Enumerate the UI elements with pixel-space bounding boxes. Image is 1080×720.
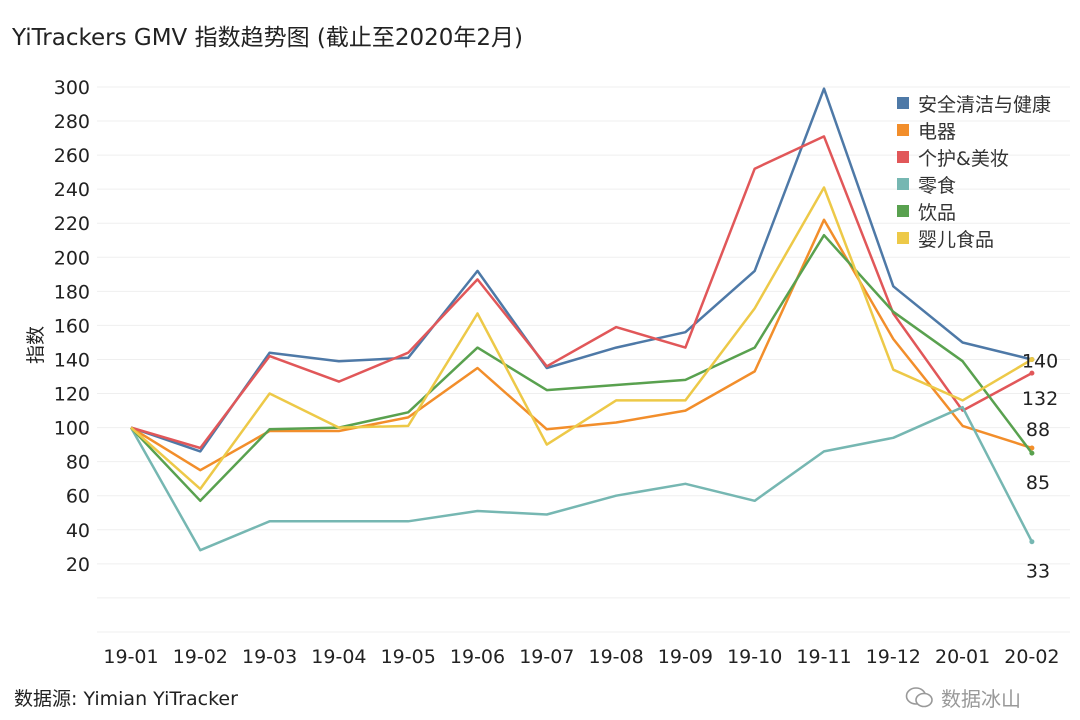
series-line (130, 218, 1033, 472)
x-tick-label: 19-05 (381, 646, 436, 668)
y-tick-label: 260 (54, 145, 90, 167)
legend-swatch (897, 232, 909, 244)
x-tick-label: 19-08 (588, 646, 643, 668)
series-line (130, 87, 1033, 453)
x-tick-label: 19-12 (866, 646, 921, 668)
legend-swatch (897, 178, 909, 190)
y-tick-label: 300 (54, 77, 90, 99)
wechat-icon (905, 686, 933, 707)
legend-label: 个护&美妆 (918, 148, 1009, 170)
x-tick-label: 19-11 (796, 646, 851, 668)
x-tick-label: 20-02 (1004, 646, 1059, 668)
x-tick-label: 19-06 (450, 646, 505, 668)
x-tick-label: 19-10 (727, 646, 782, 668)
end-value-label: 132 (1022, 388, 1058, 410)
end-value-label: 33 (1026, 561, 1050, 583)
legend-label: 饮品 (918, 202, 956, 224)
series-end-point (1029, 450, 1035, 456)
y-tick-label: 240 (54, 179, 90, 201)
y-tick-label: 40 (66, 520, 90, 542)
y-tick-label: 160 (54, 315, 90, 337)
legend-label: 零食 (918, 175, 956, 197)
x-tick-label: 20-01 (935, 646, 990, 668)
x-tick-label: 19-02 (173, 646, 228, 668)
end-value-label: 140 (1022, 350, 1058, 372)
legend-swatch (897, 205, 909, 217)
series-line (130, 233, 1033, 503)
y-tick-label: 100 (54, 418, 90, 440)
series-end-point (1029, 539, 1035, 545)
y-tick-label: 80 (66, 452, 90, 474)
end-value-label: 88 (1026, 419, 1050, 441)
series-line (130, 135, 1033, 450)
series-end-point (1029, 445, 1035, 451)
x-tick-label: 19-03 (242, 646, 297, 668)
y-tick-label: 220 (54, 213, 90, 235)
series-line (130, 186, 1033, 491)
data-source-note: 数据源: Yimian YiTracker (14, 688, 238, 710)
series-end-point (1029, 356, 1035, 362)
x-tick-label: 19-07 (519, 646, 574, 668)
legend-label: 电器 (918, 121, 956, 143)
x-tick-label: 19-01 (103, 646, 158, 668)
y-tick-label: 200 (54, 247, 90, 269)
legend-label: 安全清洁与健康 (918, 94, 1051, 116)
y-tick-label: 120 (54, 384, 90, 406)
y-tick-label: 140 (54, 349, 90, 371)
series-line (129, 405, 1034, 552)
y-tick-label: 20 (66, 554, 90, 576)
chart-title: YiTrackers GMV 指数趋势图 (截止至2020年2月) (12, 25, 524, 51)
y-tick-label: 180 (54, 281, 90, 303)
watermark: 数据冰山 (905, 683, 1021, 712)
legend-swatch (897, 124, 909, 136)
legend-swatch (897, 151, 909, 163)
end-value-label: 85 (1026, 472, 1050, 494)
legend-swatch (897, 97, 909, 109)
y-tick-label: 60 (66, 486, 90, 508)
y-axis-label: 指数 (25, 326, 47, 364)
x-tick-label: 19-09 (658, 646, 713, 668)
watermark-text: 数据冰山 (941, 687, 1021, 711)
x-tick-label: 19-04 (311, 646, 366, 668)
series-end-point (1029, 370, 1035, 376)
legend-label: 婴儿食品 (918, 229, 994, 251)
y-tick-label: 280 (54, 111, 90, 133)
